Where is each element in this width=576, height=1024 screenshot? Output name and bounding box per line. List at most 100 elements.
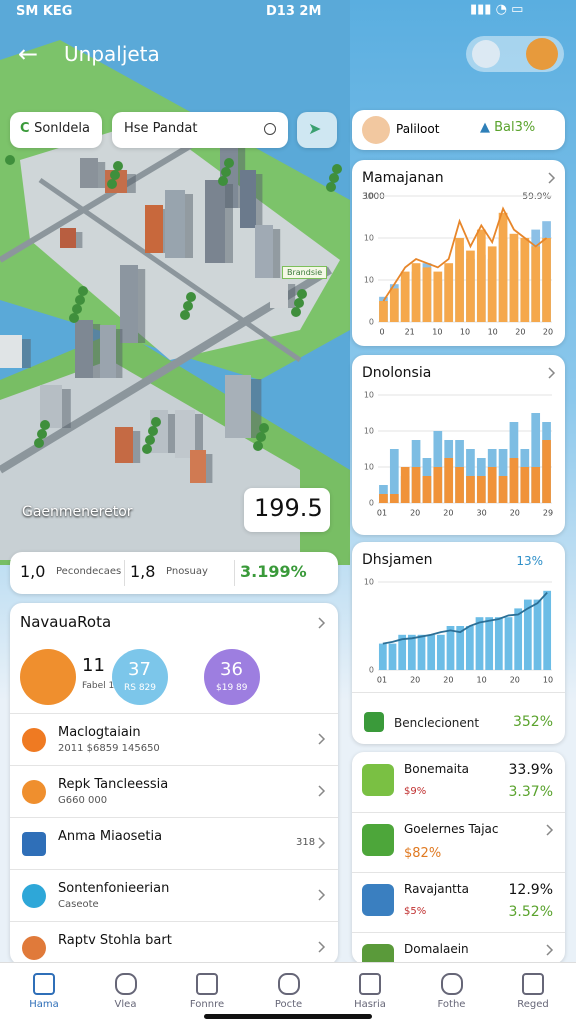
nav-icon[interactable] xyxy=(359,973,381,995)
tree xyxy=(221,167,231,177)
bar xyxy=(514,608,523,670)
nav-icon[interactable] xyxy=(33,973,55,995)
status-left: SM KEG xyxy=(16,4,73,19)
badge-label: RS 829 xyxy=(124,683,157,693)
bar xyxy=(487,467,497,503)
building-side xyxy=(98,162,106,188)
tree xyxy=(183,301,193,311)
nav-label[interactable]: Hasria xyxy=(354,999,386,1010)
y-tick-label: 10 xyxy=(364,192,374,201)
settings-button[interactable] xyxy=(526,38,558,70)
bar xyxy=(389,494,399,503)
nav-icon[interactable] xyxy=(440,973,463,995)
chart-title: Dhsjamen xyxy=(362,552,433,568)
tree xyxy=(291,307,301,317)
building-side xyxy=(76,232,83,248)
row-title[interactable]: Sontenfonieerian xyxy=(58,881,170,896)
nav-label[interactable]: Fonnre xyxy=(189,999,225,1010)
bar xyxy=(476,476,486,503)
tree xyxy=(5,155,15,165)
row-divider xyxy=(10,921,338,922)
row-title[interactable]: Repk Tancleessia xyxy=(58,777,169,792)
tree xyxy=(69,313,79,323)
row-icon xyxy=(22,780,46,804)
building-side xyxy=(22,339,31,368)
row-divider xyxy=(352,872,565,873)
nav-label[interactable]: Vlea xyxy=(114,999,137,1010)
bar xyxy=(379,301,388,322)
metric-title[interactable]: Ravajantta xyxy=(404,882,469,896)
bar xyxy=(400,271,410,322)
building-side xyxy=(168,414,176,453)
tree xyxy=(145,435,155,445)
bar xyxy=(388,643,397,670)
tree xyxy=(259,423,269,433)
nav-icon[interactable] xyxy=(196,973,218,995)
footer-label: Benclecionent xyxy=(394,716,480,730)
building xyxy=(0,335,22,368)
city-map xyxy=(0,0,350,565)
chart-subtitle: 3000 xyxy=(362,192,385,202)
status-time: D13 2M xyxy=(266,4,322,19)
row-title[interactable]: Raptv Stohla bart xyxy=(58,933,172,948)
row-title[interactable]: Maclogtaiain xyxy=(58,725,141,740)
metric-title[interactable]: Goelernes Tajac xyxy=(404,822,499,836)
chevron-line xyxy=(546,824,554,836)
row-divider xyxy=(10,869,338,870)
nav-button[interactable]: ➤ xyxy=(297,112,337,148)
badge-circle xyxy=(20,649,76,705)
row-icon xyxy=(22,832,46,856)
building-side xyxy=(225,184,233,263)
search-input[interactable]: Hse Pandat xyxy=(112,112,288,148)
chevron xyxy=(548,367,556,379)
avatar xyxy=(362,116,390,144)
row-divider xyxy=(10,713,338,714)
user-button[interactable] xyxy=(472,40,500,68)
profile-card[interactable]: Paliloot ▲ Bal3% xyxy=(352,110,565,150)
row-divider xyxy=(352,812,565,813)
chart-value: 59.9% xyxy=(522,192,551,202)
tree xyxy=(107,179,117,189)
chart: 0 10 10 10 0 21 10 10 10 20 20 xyxy=(364,192,553,336)
building xyxy=(165,190,185,258)
bar xyxy=(520,238,530,322)
filter-chip[interactable]: C Sonldela xyxy=(10,112,102,148)
row-divider xyxy=(10,817,338,818)
nav-label[interactable]: Pocte xyxy=(274,999,303,1010)
metric-title[interactable]: Domalaein xyxy=(404,942,469,956)
building-side xyxy=(251,379,262,438)
bar xyxy=(498,212,508,322)
stat-value: 1,8 xyxy=(130,562,156,581)
nav-label[interactable]: Hama xyxy=(29,999,59,1010)
row-icon xyxy=(22,936,46,960)
stat-value: 1,0 xyxy=(20,562,46,581)
map-label: Gaenmeneretor xyxy=(22,504,133,520)
building xyxy=(205,180,225,263)
row-title[interactable]: Anma Miaosetia xyxy=(58,829,163,844)
map-value: 199.5 xyxy=(254,494,323,522)
x-tick-label: 20 xyxy=(543,328,553,336)
metric-title[interactable]: Bonemaita xyxy=(404,762,469,776)
bar xyxy=(422,476,432,503)
road xyxy=(0,137,202,263)
chart-value: 13% xyxy=(516,554,543,568)
nav-label[interactable]: Reged xyxy=(517,999,549,1010)
nav-label[interactable]: Fothe xyxy=(437,999,466,1010)
bar xyxy=(422,267,432,322)
nav-icon[interactable] xyxy=(277,973,300,995)
building xyxy=(80,158,98,188)
y-tick-label: 10 xyxy=(364,391,374,400)
panel-title: NavauaRota xyxy=(20,613,112,631)
bar xyxy=(504,617,513,670)
line xyxy=(382,591,548,645)
nav-icon[interactable] xyxy=(114,973,137,995)
nav-icon[interactable] xyxy=(522,973,544,995)
chevron-line xyxy=(318,837,326,849)
x-tick-label: 10 xyxy=(460,328,470,336)
back-button[interactable]: ← xyxy=(18,40,39,68)
tree xyxy=(297,289,307,299)
badge-value: 11 xyxy=(82,655,105,676)
